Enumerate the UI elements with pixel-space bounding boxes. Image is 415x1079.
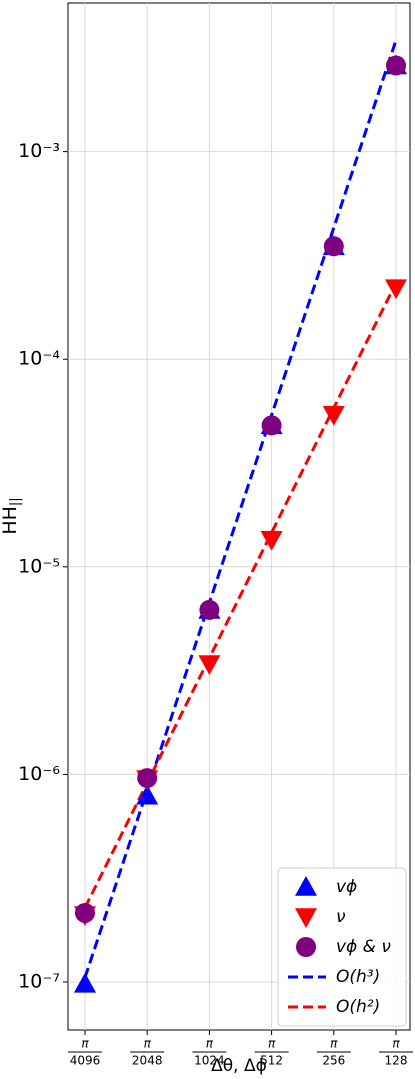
y-tick-label: 10⁻⁴ bbox=[18, 348, 60, 370]
y-label-main: HH bbox=[0, 506, 21, 535]
marker-down bbox=[198, 655, 221, 676]
fit-line bbox=[83, 282, 398, 909]
x-tick-numerator: π bbox=[330, 1037, 338, 1051]
x-tick-numerator: π bbox=[392, 1037, 400, 1051]
legend-label: ν bbox=[336, 907, 346, 927]
y-tick-label: 10⁻⁵ bbox=[18, 555, 60, 577]
x-tick-denominator: 1024 bbox=[194, 1054, 225, 1068]
x-tick-denominator: 256 bbox=[322, 1054, 345, 1068]
y-tick-label: 10⁻³ bbox=[18, 140, 60, 162]
legend-label: vϕ bbox=[336, 877, 357, 897]
plot-area bbox=[67, 2, 411, 1031]
legend-box bbox=[277, 867, 407, 1027]
marker-up bbox=[295, 876, 317, 896]
x-tick-denominator: 4096 bbox=[70, 1054, 101, 1068]
marker-down bbox=[322, 405, 345, 426]
legend-label: O(h²) bbox=[336, 997, 380, 1017]
x-tick-denominator: 2048 bbox=[132, 1054, 163, 1068]
x-tick-denominator: 512 bbox=[260, 1054, 283, 1068]
marker-circle bbox=[261, 415, 282, 436]
x-tick-numerator: π bbox=[268, 1037, 276, 1051]
marker-circle bbox=[296, 937, 316, 957]
x-tick-numerator: π bbox=[144, 1037, 152, 1051]
y-tick-label: 10⁻⁶ bbox=[18, 763, 60, 785]
y-axis-label: HH|| bbox=[0, 497, 23, 534]
fit-line bbox=[83, 39, 398, 979]
x-tick-numerator: π bbox=[206, 1037, 214, 1051]
marker-circle bbox=[137, 768, 158, 789]
marker-down bbox=[295, 908, 317, 928]
marker-up bbox=[136, 784, 159, 805]
legend-label: O(h³) bbox=[336, 967, 380, 987]
marker-circle bbox=[199, 599, 220, 620]
legend-label: vϕ & ν bbox=[336, 937, 391, 957]
marker-down bbox=[385, 279, 407, 300]
marker-circle bbox=[323, 236, 344, 257]
x-axis-label: Δθ, Δϕ bbox=[211, 1056, 267, 1076]
marker-up bbox=[74, 972, 96, 993]
marker-down bbox=[260, 530, 283, 551]
x-tick-denominator: 128 bbox=[385, 1054, 408, 1068]
x-tick-numerator: π bbox=[81, 1037, 89, 1051]
marker-circle bbox=[75, 902, 95, 923]
y-tick-label: 10⁻⁷ bbox=[18, 970, 60, 992]
marker-circle bbox=[386, 55, 406, 76]
y-label-sub: || bbox=[8, 497, 23, 506]
